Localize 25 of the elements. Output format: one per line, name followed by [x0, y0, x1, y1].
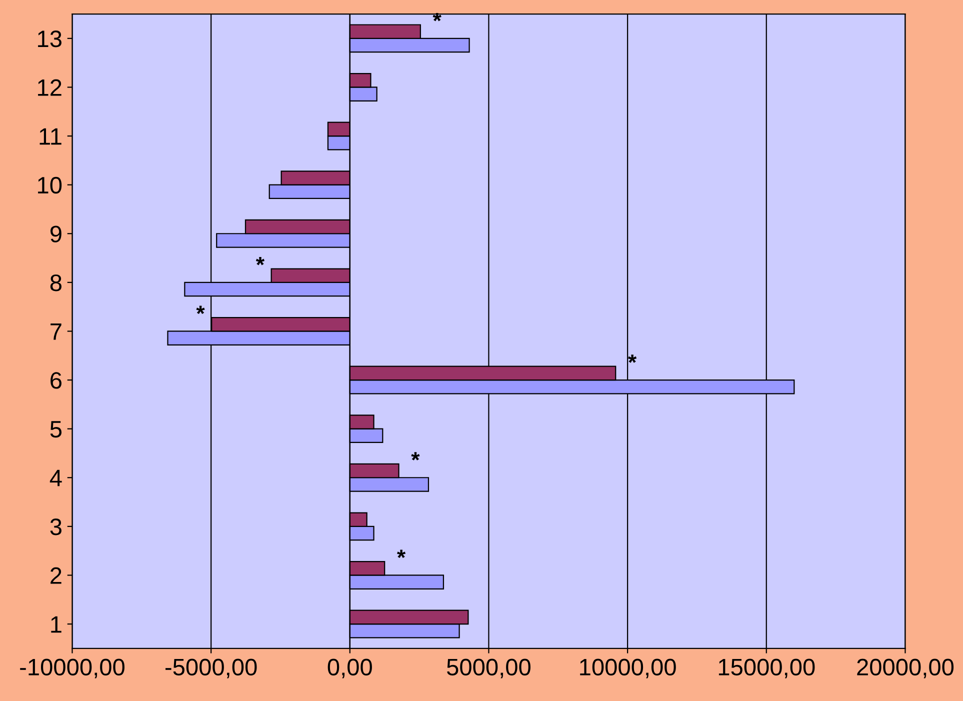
y-tick-label: 1	[51, 616, 62, 633]
x-tick-label: 0,00	[328, 658, 372, 678]
y-tick-label: 12	[38, 79, 62, 96]
y-tick-label: 9	[50, 226, 62, 242]
y-tick-label: 10	[38, 176, 62, 194]
y-tick-label: 8	[50, 274, 62, 292]
y-tick-label: 13	[38, 30, 62, 48]
y-tick-label: 5	[50, 421, 62, 438]
annotation: *	[411, 452, 420, 460]
annotation: *	[196, 306, 205, 314]
annotation: *	[397, 550, 406, 558]
x-tick-label: -10000,00	[20, 658, 124, 678]
y-tick-label: 7	[50, 324, 62, 340]
x-tick-label: 20000,00	[857, 658, 954, 678]
y-tick-label: 3	[50, 518, 62, 536]
y-tick-label: 6	[50, 372, 62, 389]
annotation: *	[256, 256, 264, 266]
y-tick-label: 2	[50, 567, 62, 584]
y-tick-label: 11	[40, 128, 62, 145]
annotation: *	[628, 354, 637, 363]
x-tick-label: 10000,00	[580, 658, 676, 678]
x-tick-label: -5000,00	[166, 658, 257, 678]
x-tick-label: 15000,00	[718, 658, 815, 678]
x-tick-label: 5000,00	[446, 658, 530, 678]
y-tick-label: 4	[50, 470, 62, 486]
